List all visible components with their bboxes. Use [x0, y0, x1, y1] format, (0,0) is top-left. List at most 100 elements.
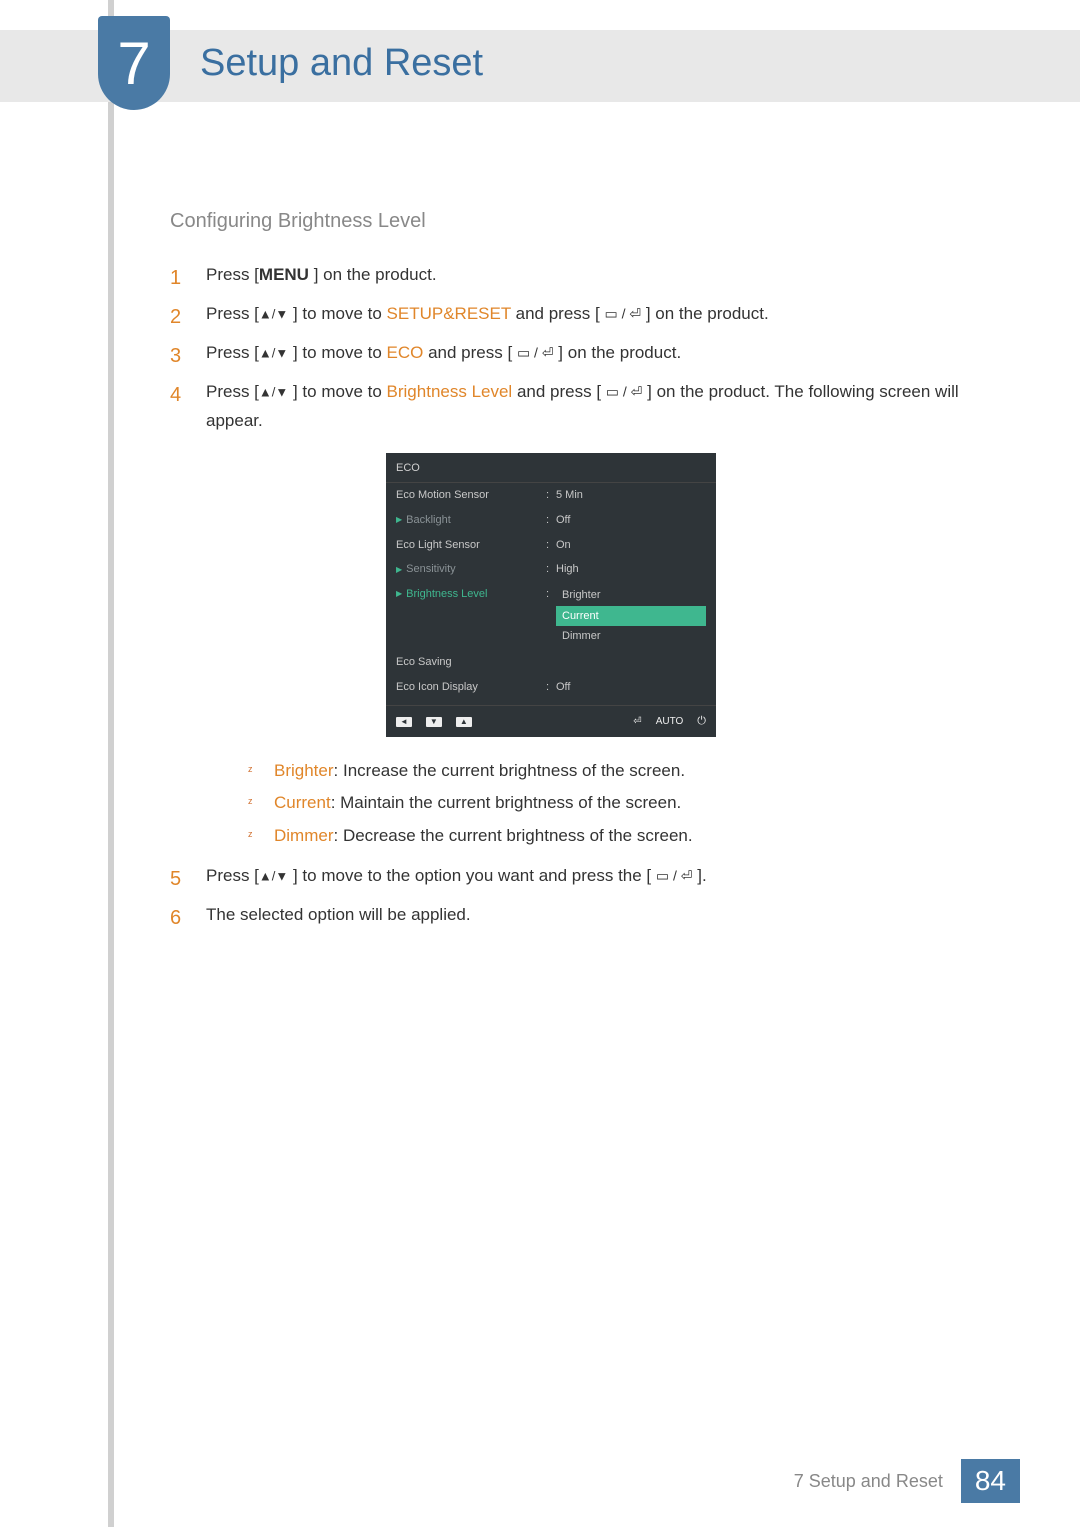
osd-colon: : — [546, 486, 556, 505]
highlight-text: SETUP&RESET — [387, 304, 511, 323]
osd-value: On — [556, 536, 706, 555]
bullet-term: Dimmer — [274, 826, 334, 845]
osd-value: High — [556, 560, 706, 579]
updown-icon: ▲/▼ — [259, 306, 288, 321]
osd-row: Eco Icon Display : Off — [386, 675, 716, 700]
updown-icon: ▲/▼ — [259, 384, 288, 399]
step-text: ]. — [693, 866, 707, 885]
updown-icon: ▲/▼ — [259, 345, 288, 360]
enter-icon: ▭ / ⏎ — [517, 344, 554, 360]
chapter-title: Setup and Reset — [200, 42, 483, 85]
osd-colon: : — [546, 560, 556, 579]
osd-colon: : — [546, 511, 556, 530]
menu-key: MENU — [259, 265, 309, 284]
osd-label: ▶ Sensitivity — [396, 560, 546, 579]
enter-icon: ⏎ — [633, 713, 641, 730]
step-5: Press [▲/▼ ] to move to the option you w… — [170, 862, 970, 891]
step-text: ] to move to — [288, 382, 386, 401]
step-4: Press [▲/▼ ] to move to Brightness Level… — [170, 378, 970, 852]
osd-value: 5 Min — [556, 486, 706, 505]
footer-text: 7 Setup and Reset — [794, 1471, 943, 1492]
step-text: Press [ — [206, 382, 259, 401]
osd-label: ▶ Backlight — [396, 511, 546, 530]
step-text: ] on the product. — [309, 265, 437, 284]
step-text: Press [ — [206, 343, 259, 362]
osd-footer-left: ◄ ▼ ▲ — [396, 717, 472, 727]
triangle-icon: ▶ — [396, 513, 402, 527]
bullet-brighter: Brighter: Increase the current brightnes… — [242, 755, 970, 787]
bullet-dimmer: Dimmer: Decrease the current brightness … — [242, 820, 970, 852]
osd-screenshot: ECO Eco Motion Sensor : 5 Min ▶ Backlight… — [386, 453, 716, 737]
osd-label: Eco Motion Sensor — [396, 486, 546, 505]
osd-row-active: ▶ Brightness Level : Brighter Current Dim… — [386, 582, 716, 650]
step-2: Press [▲/▼ ] to move to SETUP&RESET and … — [170, 300, 970, 329]
step-text: ] to move to the option you want and pre… — [288, 866, 656, 885]
step-text: ] on the product. — [641, 304, 769, 323]
steps-list: Press [MENU ] on the product. Press [▲/▼… — [170, 261, 970, 930]
power-icon: ⏻ — [697, 712, 706, 731]
step-text: The selected option will be applied. — [206, 905, 471, 924]
osd-footer: ◄ ▼ ▲ ⏎ AUTO ⏻ — [386, 705, 716, 737]
osd-colon: : — [546, 585, 556, 604]
osd-option: Brighter — [556, 585, 706, 606]
osd-label: Eco Light Sensor — [396, 536, 546, 555]
osd-label: Eco Saving — [396, 653, 546, 672]
osd-row: Eco Light Sensor : On — [386, 533, 716, 558]
osd-value: Off — [556, 678, 706, 697]
osd-colon: : — [546, 678, 556, 697]
nav-left-icon: ◄ — [396, 717, 412, 727]
nav-down-icon: ▼ — [426, 717, 442, 727]
osd-label-text: Backlight — [406, 511, 451, 530]
nav-up-icon: ▲ — [456, 717, 472, 727]
enter-icon: ▭ / ⏎ — [606, 383, 643, 399]
sub-bullet-list: Brighter: Increase the current brightnes… — [242, 755, 970, 852]
auto-label: AUTO — [656, 713, 684, 730]
osd-row: Eco Motion Sensor : 5 Min — [386, 483, 716, 508]
osd-footer-right: ⏎ AUTO ⏻ — [633, 712, 706, 731]
osd-row: ▶ Sensitivity : High — [386, 557, 716, 582]
osd-option-selected: Current — [556, 606, 706, 627]
left-stripe — [108, 0, 114, 1527]
osd-title: ECO — [386, 453, 716, 483]
osd-label-text: Eco Motion Sensor — [396, 486, 489, 505]
step-text: ] to move to — [288, 343, 386, 362]
osd-row: ▶ Backlight : Off — [386, 508, 716, 533]
osd-colon: : — [546, 536, 556, 555]
osd-label: Eco Icon Display — [396, 678, 546, 697]
osd-label: ▶ Brightness Level — [396, 585, 546, 604]
content-area: Configuring Brightness Level Press [MENU… — [170, 210, 970, 940]
chapter-badge: 7 — [98, 16, 170, 110]
step-text: ] to move to — [288, 304, 386, 323]
osd-label-text: Eco Saving — [396, 653, 452, 672]
osd-label-text: Sensitivity — [406, 560, 456, 579]
updown-icon: ▲/▼ — [259, 868, 288, 883]
step-text: Press [ — [206, 304, 259, 323]
bullet-term: Current — [274, 793, 331, 812]
bullet-desc: : Maintain the current brightness of the… — [331, 793, 682, 812]
osd-label-text: Eco Light Sensor — [396, 536, 480, 555]
section-heading: Configuring Brightness Level — [170, 210, 970, 233]
osd-value: Off — [556, 511, 706, 530]
step-text: and press [ — [512, 382, 606, 401]
osd-option: Dimmer — [556, 626, 706, 647]
step-1: Press [MENU ] on the product. — [170, 261, 970, 290]
enter-icon: ▭ / ⏎ — [656, 868, 693, 884]
page-number-badge: 84 — [961, 1459, 1020, 1503]
bullet-term: Brighter — [274, 761, 334, 780]
osd-options: Brighter Current Dimmer — [556, 585, 706, 647]
step-text: ] on the product. — [554, 343, 682, 362]
step-text: and press [ — [511, 304, 605, 323]
enter-icon: ▭ / ⏎ — [604, 306, 641, 322]
bullet-current: Current: Maintain the current brightness… — [242, 787, 970, 819]
triangle-icon: ▶ — [396, 587, 402, 601]
step-3: Press [▲/▼ ] to move to ECO and press [ … — [170, 339, 970, 368]
highlight-text: ECO — [387, 343, 424, 362]
chapter-number: 7 — [117, 29, 150, 98]
bullet-desc: : Increase the current brightness of the… — [334, 761, 686, 780]
step-6: The selected option will be applied. — [170, 901, 970, 930]
step-text: and press [ — [423, 343, 517, 362]
step-text: Press [ — [206, 265, 259, 284]
osd-label-text: Brightness Level — [406, 585, 487, 604]
osd-label-text: Eco Icon Display — [396, 678, 478, 697]
triangle-icon: ▶ — [396, 563, 402, 577]
